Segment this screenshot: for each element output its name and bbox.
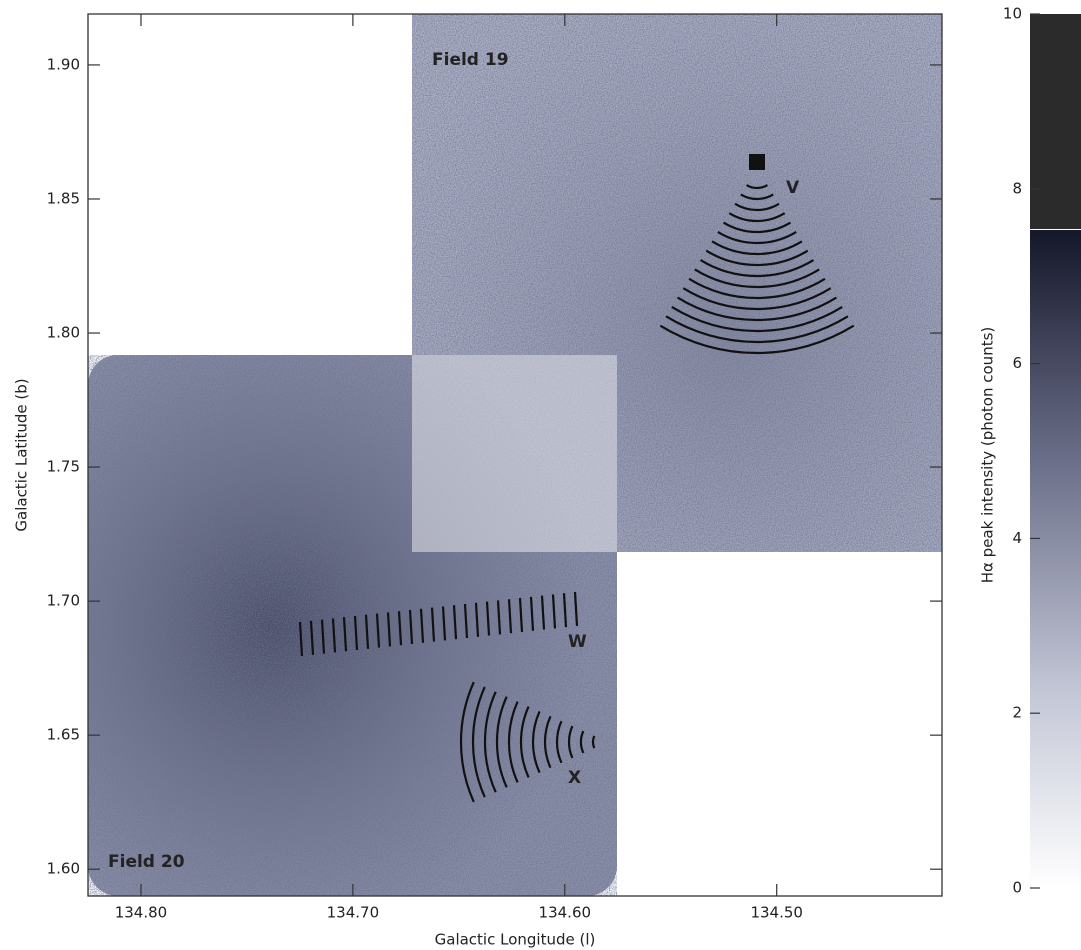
y-tick-label: 1.65	[47, 726, 80, 744]
colorbar-tick-label: 2	[1012, 704, 1022, 722]
annotation: Field 20	[108, 852, 185, 872]
source-marker	[749, 154, 765, 170]
colorbar-tick-label: 4	[1012, 529, 1022, 547]
figure: Field 19 Field 20 V W X Galactic Longitu…	[0, 0, 1081, 950]
y-tick-label: 1.90	[47, 55, 80, 73]
colorbar-tick-label: 10	[1003, 5, 1022, 23]
colorbar-label: Hα peak intensity (photon counts)	[979, 327, 997, 584]
x-tick-label: 134.50	[750, 904, 803, 922]
colorbar-tick-label: 8	[1012, 179, 1022, 197]
y-tick-label: 1.70	[47, 592, 80, 610]
y-tick-label: 1.85	[47, 189, 80, 207]
colorbar-top	[1030, 14, 1081, 229]
y-tick-label: 1.80	[47, 324, 80, 342]
y-axis-label: Galactic Latitude (b)	[13, 378, 31, 531]
annotation: X	[568, 768, 581, 788]
colorbar	[1030, 230, 1081, 888]
annotation: V	[786, 178, 800, 198]
overlap-region	[412, 355, 617, 552]
x-tick-label: 134.70	[327, 904, 380, 922]
annotation: Field 19	[432, 50, 509, 70]
colorbar-tick-label: 0	[1012, 879, 1022, 897]
x-tick-label: 134.80	[115, 904, 168, 922]
y-tick-label: 1.75	[47, 458, 80, 476]
annotation: W	[568, 632, 587, 652]
y-tick-label: 1.60	[47, 860, 80, 878]
colorbar-tick-label: 6	[1012, 354, 1022, 372]
x-tick-label: 134.60	[539, 904, 592, 922]
x-axis-label: Galactic Longitude (l)	[435, 931, 596, 949]
